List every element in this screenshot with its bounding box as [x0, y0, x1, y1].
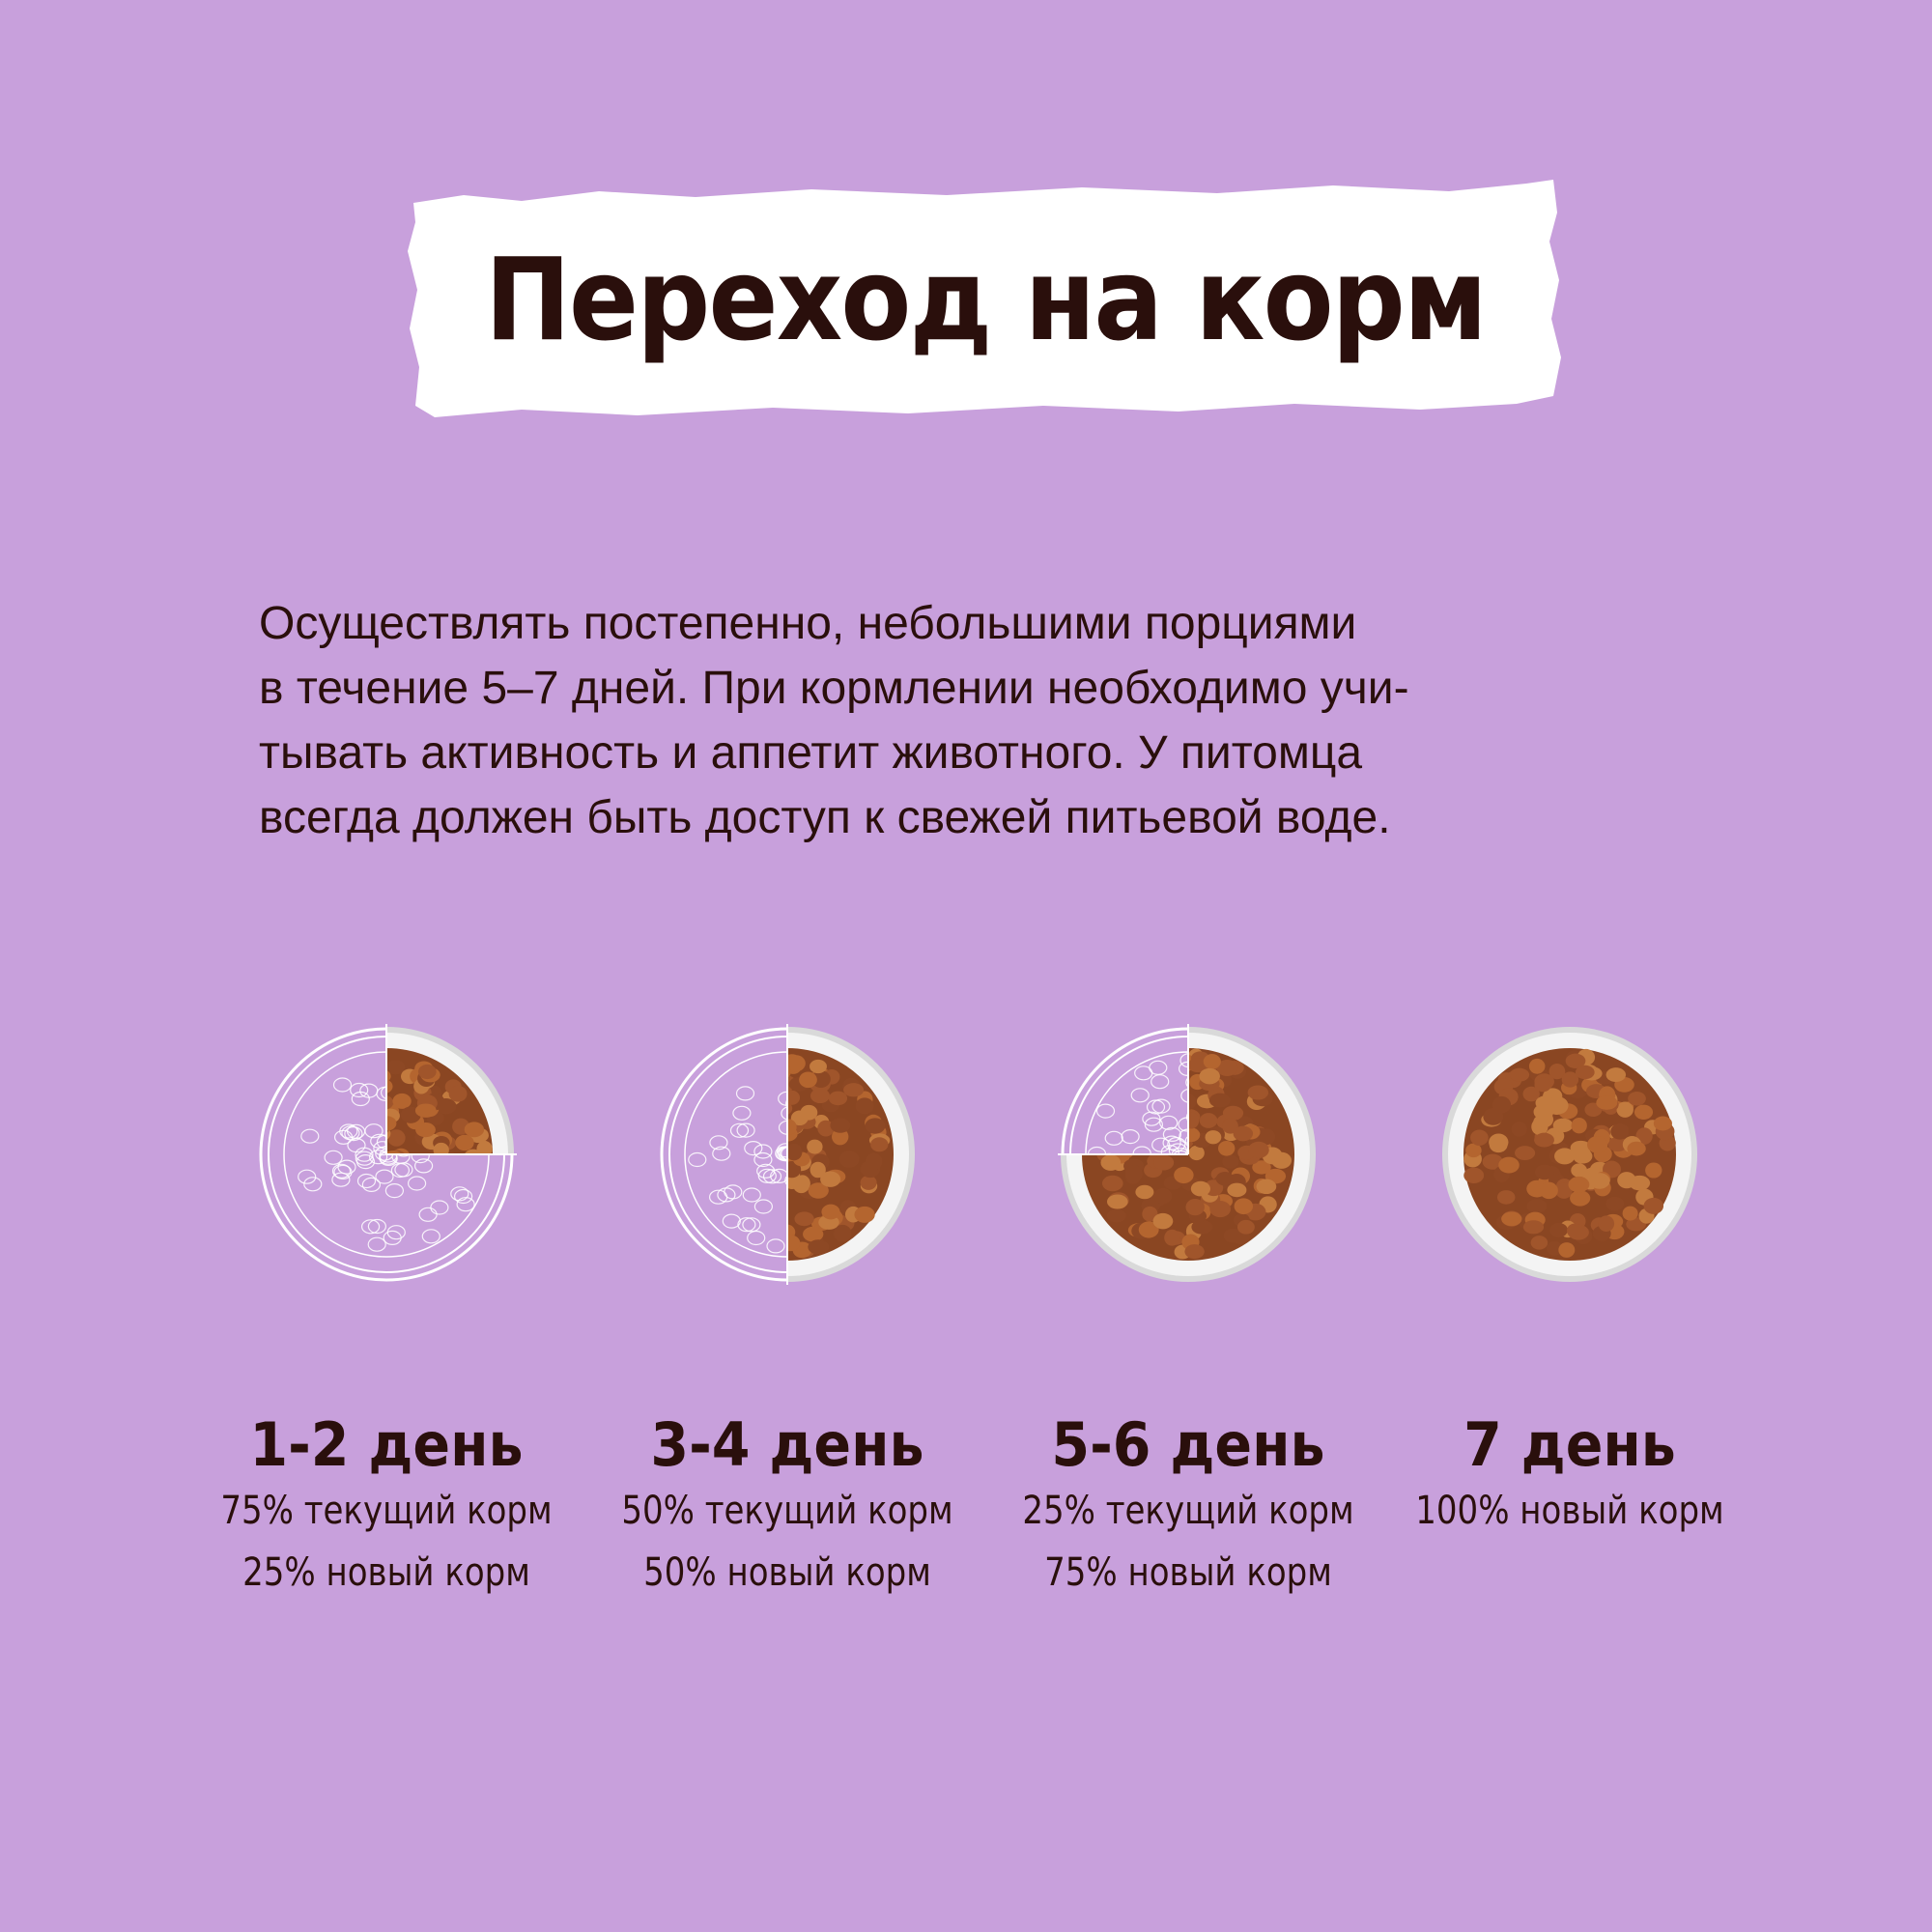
intro-line: Осуществлять постепенно, небольшими порц…	[259, 598, 1357, 649]
bowl-illustration	[1058, 1024, 1319, 1285]
bowl-svg	[1058, 1024, 1316, 1282]
step-ratio-line: 100% новый корм	[1415, 1489, 1724, 1533]
bowl-svg	[1442, 1027, 1697, 1282]
step-day-5-6: 5-6 день 25% текущий корм 75% новый корм	[985, 1024, 1391, 1604]
step-day-label: 5-6 день	[1051, 1409, 1325, 1480]
bowl-illustration	[657, 1024, 918, 1285]
new-food-bowl	[1442, 1027, 1697, 1282]
step-ratio-line: 75% текущий корм	[220, 1489, 553, 1533]
intro-line: всегда должен быть доступ к свежей питье…	[259, 792, 1391, 843]
bowl-illustration	[1439, 1024, 1700, 1285]
step-ratio-line: 25% текущий корм	[1022, 1489, 1354, 1533]
new-food-bowl	[787, 1027, 915, 1282]
title-banner: Переход на корм	[406, 174, 1565, 425]
step-ratio-line: 25% новый корм	[242, 1550, 530, 1595]
step-day-7: 7 день 100% новый корм	[1367, 1024, 1773, 1542]
step-day-label: 3-4 день	[650, 1409, 924, 1480]
new-food-bowl	[386, 1027, 514, 1154]
bowl-illustration	[256, 1024, 517, 1285]
step-day-label: 7 день	[1463, 1409, 1676, 1480]
step-day-3-4: 3-4 день 50% текущий корм 50% новый корм	[584, 1024, 990, 1604]
intro-line: тывать активность и аппетит животного. У…	[259, 727, 1363, 779]
bowl-svg	[259, 1024, 517, 1282]
step-day-1-2: 1-2 день 75% текущий корм 25% новый корм	[184, 1024, 589, 1604]
step-ratio-line: 50% текущий корм	[621, 1489, 953, 1533]
step-day-label: 1-2 день	[249, 1409, 524, 1480]
brush-stroke-shape	[408, 180, 1561, 417]
step-ratio-line: 75% новый корм	[1044, 1550, 1332, 1595]
intro-text: Осуществлять постепенно, небольшими порц…	[259, 591, 1708, 850]
page-title: Переход на корм	[484, 233, 1488, 366]
step-ratio-line: 50% новый корм	[643, 1550, 931, 1595]
bowl-svg	[660, 1024, 915, 1285]
intro-line: в течение 5–7 дней. При кормлении необхо…	[259, 663, 1409, 714]
